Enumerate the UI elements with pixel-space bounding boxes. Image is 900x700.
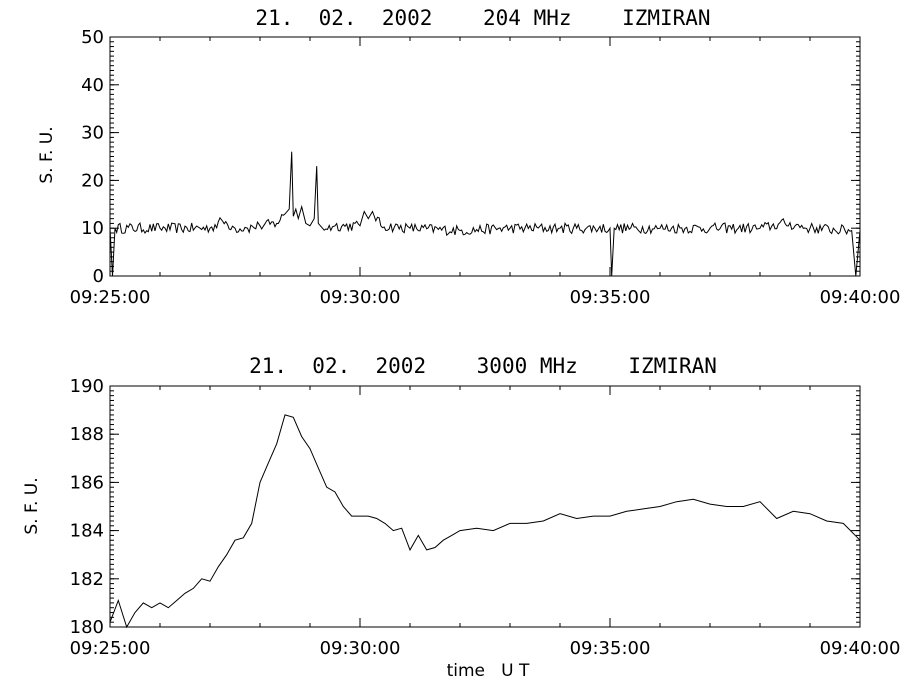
series-line bbox=[109, 414, 861, 629]
x-axis-label: time U T bbox=[447, 661, 530, 681]
x-tick-label: 09:35:00 bbox=[570, 638, 651, 659]
y-tick-label: 184 bbox=[70, 521, 104, 542]
y-tick-label: 30 bbox=[81, 123, 104, 144]
series-group bbox=[109, 151, 861, 277]
panel-204mhz: 21. 02. 2002 204 MHz IZMIRAN S. F. U. 09… bbox=[37, 6, 900, 308]
x-tick-label: 09:25:00 bbox=[70, 287, 151, 308]
y-tick-label: 10 bbox=[81, 218, 104, 239]
panel-3000mhz: 21. 02. 2002 3000 MHz IZMIRAN S. F. U. t… bbox=[22, 354, 900, 681]
chart-title: 21. 02. 2002 204 MHz IZMIRAN bbox=[255, 6, 710, 30]
series-line bbox=[109, 151, 861, 277]
y-tick-label: 20 bbox=[81, 170, 104, 191]
plot-frame bbox=[109, 36, 861, 277]
y-tick-label: 182 bbox=[70, 569, 104, 590]
plot-frame bbox=[109, 385, 861, 628]
series-group bbox=[109, 414, 861, 629]
y-tick-label: 190 bbox=[70, 376, 104, 397]
axis-ticks: 09:25:00 09:30:00 09:35:00 09:40:00 180 182 18… bbox=[70, 376, 900, 659]
y-tick-label: 188 bbox=[70, 424, 104, 445]
y-tick-label: 0 bbox=[93, 266, 104, 287]
y-axis-label: S. F. U. bbox=[37, 126, 57, 183]
x-tick-label: 09:30:00 bbox=[320, 287, 401, 308]
chart-title: 21. 02. 2002 3000 MHz IZMIRAN bbox=[249, 354, 717, 378]
axis-ticks: 09:25:00 09:30:00 09:35:00 09:40:00 0 10 20 30 4… bbox=[70, 27, 900, 308]
y-tick-label: 50 bbox=[81, 27, 104, 48]
y-axis-label: S. F. U. bbox=[22, 477, 42, 534]
x-tick-label: 09:40:00 bbox=[820, 287, 900, 308]
x-tick-label: 09:30:00 bbox=[320, 638, 401, 659]
x-tick-label: 09:40:00 bbox=[820, 638, 900, 659]
y-tick-label: 180 bbox=[70, 617, 104, 638]
y-tick-label: 40 bbox=[81, 75, 104, 96]
x-tick-label: 09:25:00 bbox=[70, 638, 151, 659]
x-tick-label: 09:35:00 bbox=[570, 287, 651, 308]
y-tick-label: 186 bbox=[70, 472, 104, 493]
